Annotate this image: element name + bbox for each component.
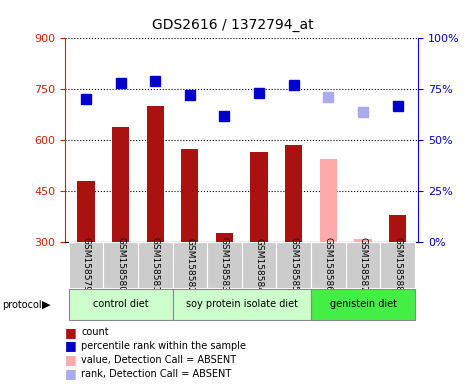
- Bar: [216, 233, 233, 242]
- Text: genistein diet: genistein diet: [330, 299, 397, 310]
- Bar: [277, 242, 311, 288]
- Text: GSM158586: GSM158586: [324, 237, 333, 293]
- Text: GSM158581: GSM158581: [151, 237, 159, 293]
- Text: GSM158583: GSM158583: [220, 237, 229, 293]
- Text: GSM158579: GSM158579: [81, 237, 90, 293]
- Text: GSM158587: GSM158587: [359, 237, 367, 293]
- Text: ■: ■: [65, 353, 77, 366]
- Text: percentile rank within the sample: percentile rank within the sample: [81, 341, 246, 351]
- Text: count: count: [81, 327, 109, 337]
- Text: ■: ■: [65, 326, 77, 339]
- Bar: [311, 242, 346, 288]
- Text: GSM158580: GSM158580: [116, 237, 125, 293]
- Text: ■: ■: [65, 339, 77, 353]
- Bar: [285, 145, 302, 242]
- Text: GSM158584: GSM158584: [255, 238, 264, 292]
- Bar: [354, 238, 372, 242]
- Bar: [380, 242, 415, 288]
- Bar: [138, 242, 173, 288]
- Text: rank, Detection Call = ABSENT: rank, Detection Call = ABSENT: [81, 369, 232, 379]
- Bar: [181, 149, 199, 242]
- Bar: [68, 289, 173, 320]
- Text: value, Detection Call = ABSENT: value, Detection Call = ABSENT: [81, 355, 237, 365]
- Text: GSM158582: GSM158582: [186, 238, 194, 292]
- Text: soy protein isolate diet: soy protein isolate diet: [186, 299, 298, 310]
- Text: ▶: ▶: [42, 300, 51, 310]
- Bar: [173, 242, 207, 288]
- Text: GSM158588: GSM158588: [393, 237, 402, 293]
- Bar: [103, 242, 138, 288]
- Text: control diet: control diet: [93, 299, 148, 310]
- Text: protocol: protocol: [2, 300, 42, 310]
- Bar: [346, 242, 380, 288]
- Text: GSM158585: GSM158585: [289, 237, 298, 293]
- Bar: [77, 181, 94, 242]
- Bar: [112, 127, 129, 242]
- Bar: [173, 289, 311, 320]
- Bar: [207, 242, 242, 288]
- Bar: [242, 242, 277, 288]
- Bar: [146, 106, 164, 242]
- Text: GDS2616 / 1372794_at: GDS2616 / 1372794_at: [152, 18, 313, 32]
- Bar: [320, 159, 337, 242]
- Bar: [389, 215, 406, 242]
- Bar: [311, 289, 415, 320]
- Bar: [68, 242, 103, 288]
- Text: ■: ■: [65, 367, 77, 380]
- Bar: [251, 152, 268, 242]
